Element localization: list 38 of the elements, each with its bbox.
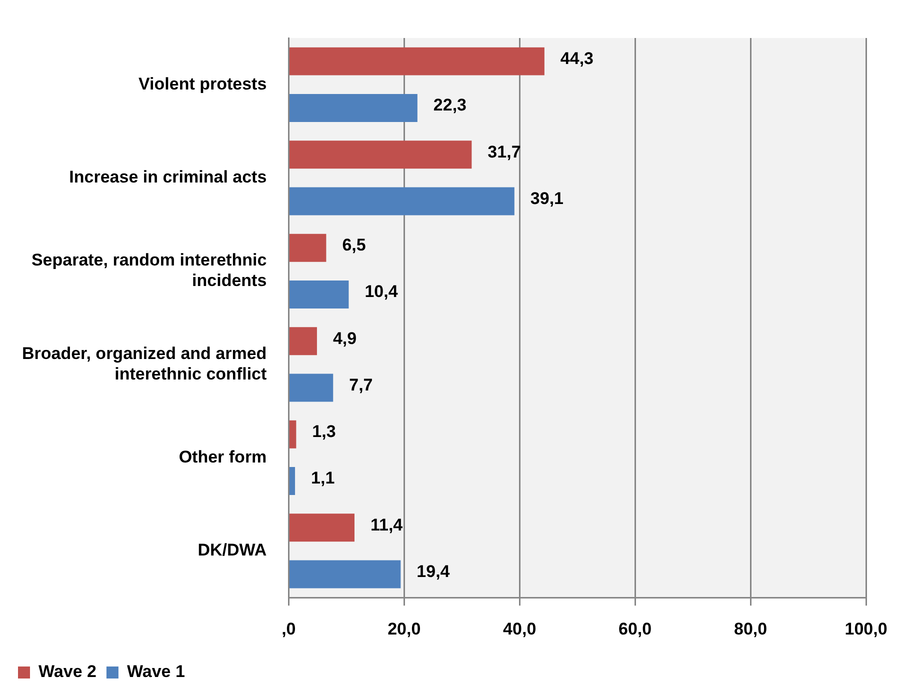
data-label: 11,4 xyxy=(370,515,404,534)
data-label: 31,7 xyxy=(488,142,521,162)
bar xyxy=(289,327,317,356)
data-label: 1,1 xyxy=(311,468,335,488)
data-label: 7,7 xyxy=(349,375,373,394)
data-label: 1,3 xyxy=(312,422,336,442)
data-label: 44,3 xyxy=(560,49,594,68)
x-tick-label: 60,0 xyxy=(618,619,652,638)
data-label: 6,5 xyxy=(342,236,366,255)
x-tick-label: 80,0 xyxy=(734,619,768,638)
y-tick-label: Other form xyxy=(178,447,267,466)
bar xyxy=(289,374,334,402)
y-tick-label: Violent protests xyxy=(138,74,267,94)
x-tick-label: 100,0 xyxy=(844,619,888,638)
y-tick-label: Broader, organized and armed interethnic conflict xyxy=(22,344,268,384)
data-label: 10,4 xyxy=(364,282,398,302)
bar xyxy=(289,467,296,496)
bar xyxy=(289,47,544,76)
bar xyxy=(289,94,418,122)
y-tick-label: DK/DWA xyxy=(198,540,267,560)
y-tick-label: Increase in criminal acts xyxy=(69,168,267,187)
bar xyxy=(289,560,401,588)
legend-label: Wave 2 xyxy=(38,662,96,682)
bar xyxy=(289,234,326,262)
data-label: 19,4 xyxy=(416,562,450,581)
bar xyxy=(289,420,296,448)
x-tick-label: ,0 xyxy=(282,619,296,638)
data-label: 22,3 xyxy=(433,96,467,115)
legend-label: Wave 1 xyxy=(126,662,185,682)
x-tick-label: 20,0 xyxy=(388,619,421,638)
bar xyxy=(289,514,354,542)
bar xyxy=(289,280,349,308)
bar xyxy=(289,187,514,216)
x-tick-label: 40,0 xyxy=(503,619,536,638)
bar xyxy=(289,140,472,169)
data-label: 4,9 xyxy=(332,328,357,348)
y-tick-label: Separate, random interethnic incidents xyxy=(31,250,267,290)
data-label: 39,1 xyxy=(530,188,564,208)
